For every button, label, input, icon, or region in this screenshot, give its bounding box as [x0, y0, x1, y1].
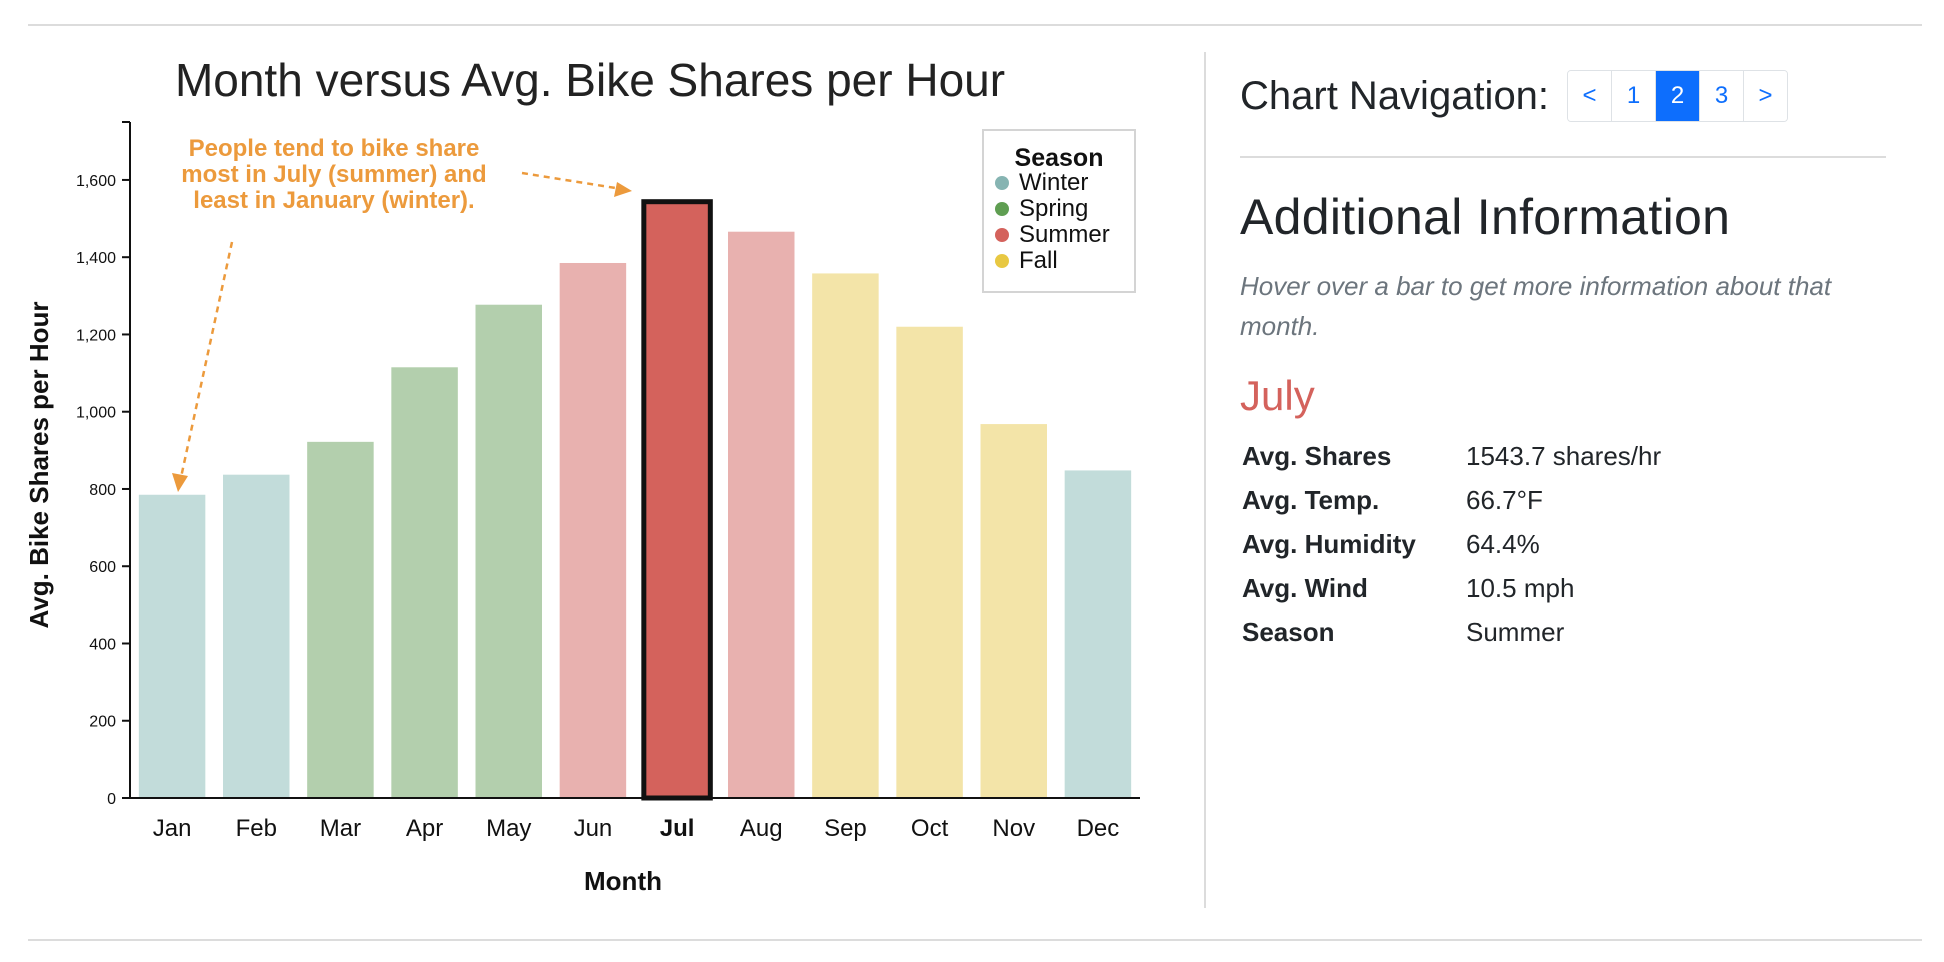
chart-title: Month versus Avg. Bike Shares per Hour: [175, 54, 1005, 106]
info-value: 66.7°F: [1466, 484, 1543, 515]
x-tick-label: Jan: [153, 815, 192, 842]
selected-month-name: July: [1240, 372, 1315, 419]
legend-swatch: [995, 254, 1009, 268]
info-value: 1543.7 shares/hr: [1466, 440, 1662, 471]
info-label: Avg. Humidity: [1242, 528, 1416, 559]
bar-feb[interactable]: [223, 474, 290, 798]
bar-sep[interactable]: [812, 273, 879, 798]
annotation: People tend to bike share most in July (…: [172, 135, 632, 492]
page-button-prev[interactable]: <: [1568, 71, 1613, 121]
info-label: Avg. Shares: [1242, 440, 1392, 471]
bar-may[interactable]: [475, 304, 542, 798]
x-axis: Jan Feb Mar Apr May Jun Jul Aug Sep Oct Nov Dec: [130, 797, 1140, 842]
page-button-next[interactable]: >: [1744, 71, 1788, 121]
x-tick-label: Sep: [824, 815, 867, 842]
info-value: 64.4%: [1466, 528, 1540, 559]
page-button-1[interactable]: 1: [1612, 71, 1657, 121]
x-tick-label: Apr: [406, 815, 443, 842]
divider: [1240, 156, 1886, 158]
info-row: Avg. Wind 10.5 mph: [1240, 566, 1663, 610]
x-tick-label: Aug: [740, 815, 783, 842]
chart-navigation-title: Chart Navigation:: [1240, 73, 1550, 118]
bottom-rule: [28, 939, 1922, 941]
legend-label: Spring: [1019, 195, 1088, 222]
legend-label: Winter: [1019, 169, 1088, 196]
page-button-3[interactable]: 3: [1700, 71, 1745, 121]
pagination: <1 2 3 >: [1567, 70, 1789, 122]
bar-jan[interactable]: [138, 494, 206, 798]
info-label: Season: [1242, 616, 1335, 647]
y-tick-label: 800: [89, 482, 116, 499]
x-tick-label: May: [486, 815, 531, 842]
annotation-arrowhead-july: [614, 182, 632, 197]
annotation-arrowhead-january: [172, 473, 188, 492]
info-row: Avg. Shares 1543.7 shares/hr: [1240, 434, 1663, 478]
legend-swatch: [995, 176, 1009, 190]
x-tick-label: Nov: [992, 815, 1035, 842]
bar-nov[interactable]: [980, 424, 1047, 798]
x-tick-label: Jun: [574, 815, 613, 842]
chart-navigation: Chart Navigation: <1 2 3 >: [1240, 60, 1890, 132]
bars[interactable]: [138, 199, 1132, 801]
bar-oct[interactable]: [896, 326, 963, 798]
y-tick-label: 600: [89, 559, 116, 576]
legend-swatch: [995, 228, 1009, 242]
x-tick-label: Oct: [911, 815, 949, 842]
x-tick-label: Mar: [320, 815, 361, 842]
y-tick-label: 1,600: [76, 173, 116, 190]
info-value: Summer: [1466, 616, 1565, 647]
bar-jun[interactable]: [559, 262, 627, 799]
additional-info-title: Additional Information: [1240, 189, 1731, 245]
annotation-line: People tend to bike share: [189, 135, 480, 162]
panel-separator: [1204, 52, 1206, 908]
annotation-arrow-july: [521, 171, 629, 192]
annotation-line: most in July (summer) and: [181, 161, 486, 188]
bar-chart: Month versus Avg. Bike Shares per Hour 0…: [24, 54, 1140, 896]
y-tick-label: 1,200: [76, 327, 116, 344]
info-label: Avg. Wind: [1242, 572, 1368, 603]
info-row: Avg. Humidity 64.4%: [1240, 522, 1663, 566]
legend-swatch: [995, 202, 1009, 216]
page-button-2[interactable]: 2: [1656, 71, 1701, 121]
y-tick-label: 200: [89, 714, 116, 731]
info-value: 10.5 mph: [1466, 572, 1575, 603]
info-panel: Chart Navigation: <1 2 3 > Additional Infor…: [1240, 60, 1890, 654]
info-row: Season Summer: [1240, 610, 1663, 654]
bar-aug[interactable]: [728, 231, 795, 798]
annotation-line: least in January (winter).: [193, 187, 474, 214]
y-tick-label: 400: [89, 636, 116, 653]
legend-label: Summer: [1019, 221, 1110, 248]
bar-mar[interactable]: [307, 441, 374, 798]
month-details-table: Avg. Shares 1543.7 shares/hr Avg. Temp. 66.…: [1240, 434, 1663, 654]
x-tick-label: Feb: [236, 815, 277, 842]
x-tick-label: Jul: [660, 815, 695, 842]
y-tick-label: 0: [107, 791, 116, 808]
bar-apr[interactable]: [391, 367, 458, 798]
annotation-arrow-january: [178, 241, 234, 483]
hover-hint: Hover over a bar to get more information…: [1240, 271, 1832, 341]
x-tick-label: Dec: [1077, 815, 1120, 842]
x-axis-label: Month: [584, 866, 662, 896]
y-axis-label: Avg. Bike Shares per Hour: [24, 301, 54, 628]
legend-title: Season: [1015, 144, 1104, 172]
bar-dec[interactable]: [1064, 470, 1132, 798]
y-axis: 0 200 400 600 800 1,000 1,200 1,400 1,600: [76, 121, 131, 808]
bar-jul[interactable]: [641, 199, 713, 801]
info-label: Avg. Temp.: [1242, 484, 1380, 515]
y-tick-label: 1,400: [76, 250, 116, 267]
y-tick-label: 1,000: [76, 405, 116, 422]
legend-label: Fall: [1019, 247, 1058, 274]
top-rule: [28, 24, 1922, 26]
info-row: Avg. Temp. 66.7°F: [1240, 478, 1663, 522]
